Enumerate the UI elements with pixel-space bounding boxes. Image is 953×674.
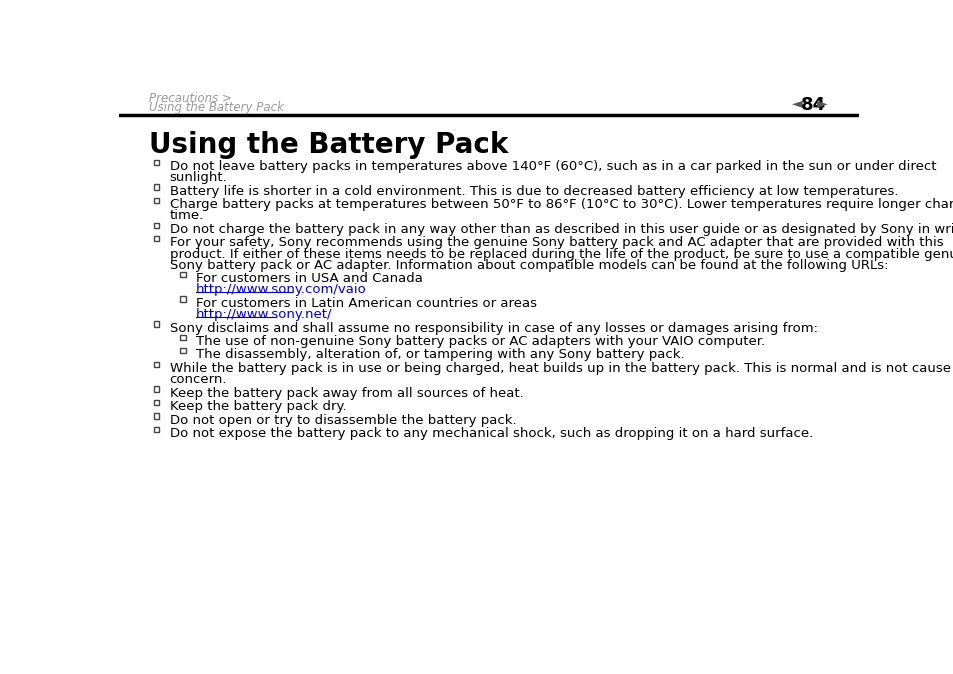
Text: product. If either of these items needs to be replaced during the life of the pr: product. If either of these items needs … — [170, 247, 953, 261]
Text: http://www.sony.net/: http://www.sony.net/ — [195, 308, 333, 321]
Text: Keep the battery pack away from all sources of heat.: Keep the battery pack away from all sour… — [170, 387, 523, 400]
Text: Sony battery pack or AC adapter. Information about compatible models can be foun: Sony battery pack or AC adapter. Informa… — [170, 259, 887, 272]
Text: Battery life is shorter in a cold environment. This is due to decreased battery : Battery life is shorter in a cold enviro… — [170, 185, 897, 198]
Text: For customers in USA and Canada: For customers in USA and Canada — [195, 272, 422, 285]
Text: Sony disclaims and shall assume no responsibility in case of any losses or damag: Sony disclaims and shall assume no respo… — [170, 321, 817, 334]
FancyBboxPatch shape — [153, 386, 159, 392]
FancyBboxPatch shape — [153, 185, 159, 190]
Text: sunlight.: sunlight. — [170, 171, 227, 185]
FancyBboxPatch shape — [153, 236, 159, 241]
FancyBboxPatch shape — [153, 400, 159, 405]
Text: Do not leave battery packs in temperatures above 140°F (60°C), such as in a car : Do not leave battery packs in temperatur… — [170, 160, 935, 173]
Text: ◄: ◄ — [791, 96, 801, 111]
Text: For your safety, Sony recommends using the genuine Sony battery pack and AC adap: For your safety, Sony recommends using t… — [170, 237, 943, 249]
Text: The disassembly, alteration of, or tampering with any Sony battery pack.: The disassembly, alteration of, or tampe… — [195, 348, 684, 361]
Text: http://www.sony.com/vaio: http://www.sony.com/vaio — [195, 283, 366, 297]
FancyBboxPatch shape — [153, 427, 159, 432]
Text: The use of non-genuine Sony battery packs or AC adapters with your VAIO computer: The use of non-genuine Sony battery pack… — [195, 335, 764, 348]
FancyBboxPatch shape — [153, 160, 159, 165]
FancyBboxPatch shape — [180, 297, 185, 302]
Text: Do not charge the battery pack in any way other than as described in this user g: Do not charge the battery pack in any wa… — [170, 223, 953, 236]
Text: Do not open or try to disassemble the battery pack.: Do not open or try to disassemble the ba… — [170, 414, 516, 427]
Text: While the battery pack is in use or being charged, heat builds up in the battery: While the battery pack is in use or bein… — [170, 362, 953, 375]
Text: 84: 84 — [801, 96, 825, 113]
FancyBboxPatch shape — [180, 348, 185, 353]
Text: ►: ► — [816, 96, 826, 111]
Text: time.: time. — [170, 210, 204, 222]
Text: Using the Battery Pack: Using the Battery Pack — [149, 131, 508, 159]
FancyBboxPatch shape — [180, 272, 185, 277]
FancyBboxPatch shape — [153, 198, 159, 204]
Text: concern.: concern. — [170, 373, 227, 386]
FancyBboxPatch shape — [153, 413, 159, 419]
FancyBboxPatch shape — [153, 321, 159, 326]
Text: Using the Battery Pack: Using the Battery Pack — [149, 101, 283, 114]
Text: Keep the battery pack dry.: Keep the battery pack dry. — [170, 400, 346, 413]
Text: Do not expose the battery pack to any mechanical shock, such as dropping it on a: Do not expose the battery pack to any me… — [170, 427, 812, 440]
Text: For customers in Latin American countries or areas: For customers in Latin American countrie… — [195, 297, 537, 310]
Text: Charge battery packs at temperatures between 50°F to 86°F (10°C to 30°C). Lower : Charge battery packs at temperatures bet… — [170, 198, 953, 212]
FancyBboxPatch shape — [180, 334, 185, 340]
FancyBboxPatch shape — [153, 222, 159, 228]
FancyBboxPatch shape — [153, 361, 159, 367]
Text: Precautions >: Precautions > — [149, 92, 232, 104]
